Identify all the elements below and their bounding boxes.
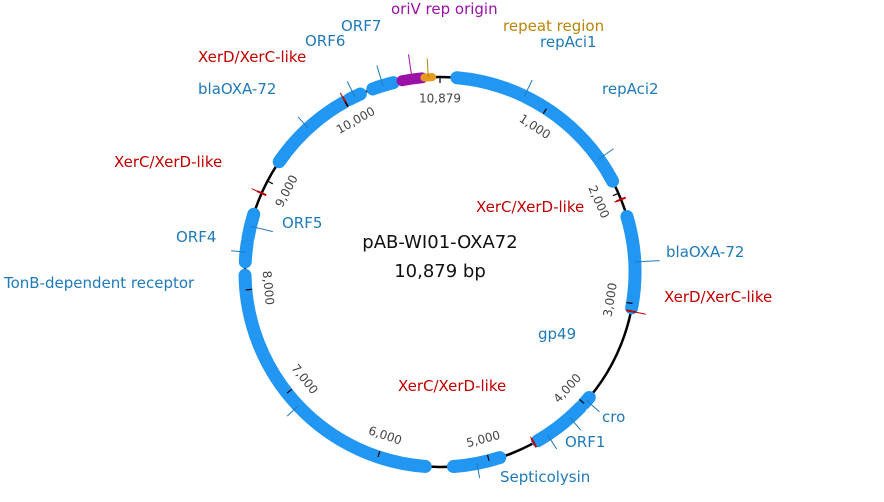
- leader-line-oriv-rep-origin-13: [408, 54, 413, 80]
- feature-label-orf6-11[interactable]: ORF6: [305, 32, 345, 50]
- feature-label-septicolysin-6[interactable]: Septicolysin: [500, 468, 590, 486]
- leader-line-orf4-8: [231, 250, 247, 253]
- tick-mark-5: [377, 451, 381, 458]
- labels-layer: repAci1 repAci2 blaOXA-72 gp49 cro ORF1 Septic…: [3, 0, 772, 486]
- feature-label-orf1-5[interactable]: ORF1: [565, 433, 605, 451]
- tick-label-7: 8,000: [260, 270, 277, 306]
- feature-label-repeat-region-14[interactable]: repeat region: [503, 17, 604, 35]
- feature-arc-blaoxa-72-2[interactable]: [620, 210, 642, 315]
- tick-label-8: 9,000: [272, 173, 300, 210]
- leader-line-repaci1-0: [523, 79, 533, 97]
- tick-mark-9: [344, 101, 349, 108]
- tick-label-5: 6,000: [367, 423, 404, 447]
- feature-arc-orf7-12[interactable]: [366, 76, 400, 96]
- feature-arc-blaoxa-72-10[interactable]: [272, 95, 351, 169]
- site-label-xerd-xerc-like-site-4[interactable]: XerD/XerC-like: [198, 48, 306, 66]
- feature-label-gp49-3[interactable]: gp49: [538, 325, 576, 343]
- feature-label-oriv-rep-origin-13[interactable]: oriV rep origin: [391, 0, 498, 18]
- feature-arc-cro-4[interactable]: [551, 401, 587, 434]
- site-leader-xerd-xerc-like-site-4: [339, 92, 346, 102]
- site-leader-xerc-xerd-like-site-3: [251, 188, 262, 194]
- leader-line-tonb-dependent-receptor-7: [286, 405, 299, 417]
- tick-mark-0: [542, 108, 548, 115]
- leader-line-repaci2-1: [598, 148, 614, 160]
- plasmid-name: pAB-WI01-OXA72: [362, 232, 517, 253]
- leader-line-gp49-3: [586, 400, 600, 413]
- tick-label-4: 5,000: [465, 428, 502, 450]
- feature-arc-septicolysin-6[interactable]: [446, 451, 507, 474]
- feature-label-tonb-dependent-receptor-7[interactable]: TonB-dependent receptor: [3, 274, 195, 292]
- leader-line-septicolysin-6: [476, 463, 481, 479]
- tick-mark-4: [486, 454, 490, 461]
- plasmid-size: 10,879 bp: [394, 261, 486, 282]
- feature-arc-orf6-11[interactable]: [342, 87, 367, 106]
- tick-label-10: 10,879: [419, 92, 461, 106]
- feature-label-cro-4[interactable]: cro: [602, 408, 625, 426]
- leader-line-orf6-11: [346, 81, 356, 97]
- leader-line-orf1-5: [546, 434, 558, 450]
- feature-arc-repaci1-0[interactable]: [450, 71, 588, 144]
- site-label-xerd-xerc-like-site-1[interactable]: XerD/XerC-like: [664, 288, 772, 306]
- site-leader-xerc-xerd-like-site-2: [530, 436, 535, 444]
- leader-line-orf7-12: [376, 65, 384, 86]
- tick-label-2: 3,000: [601, 282, 620, 318]
- tick-mark-8: [267, 180, 274, 185]
- feature-label-orf7-12[interactable]: ORF7: [341, 17, 381, 35]
- site-label-xerc-xerd-like-site-0[interactable]: XerC/XerD-like: [476, 198, 584, 216]
- site-leader-xerc-xerd-like-site-0: [614, 199, 622, 203]
- tick-mark-3: [579, 398, 585, 404]
- feature-arc-orf1-5[interactable]: [531, 421, 564, 448]
- feature-label-repaci2-1[interactable]: repAci2: [602, 80, 659, 98]
- feature-label-blaoxa-72-10[interactable]: blaOXA-72: [198, 80, 276, 98]
- leader-line-blaoxa-72-10: [297, 116, 309, 129]
- feature-label-repaci1-0[interactable]: repAci1: [540, 33, 597, 51]
- feature-label-blaoxa-72-2[interactable]: blaOXA-72: [666, 243, 744, 261]
- site-leader-xerd-xerc-like-site-1: [630, 310, 646, 315]
- feature-arc-orf5-9[interactable]: [241, 207, 261, 245]
- feature-arc-tonb-dependent-receptor-7[interactable]: [238, 268, 432, 473]
- leader-line-blaoxa-72-2: [634, 260, 660, 263]
- leader-line-cro-4: [569, 417, 582, 431]
- tick-label-1: 2,000: [585, 183, 612, 220]
- tick-mark-1: [612, 192, 619, 197]
- leader-line-repeat-region-14: [426, 58, 429, 78]
- feature-arc-repaci2-1[interactable]: [576, 132, 620, 188]
- tick-mark-7: [245, 288, 252, 291]
- site-label-xerc-xerd-like-site-2[interactable]: XerC/XerD-like: [398, 377, 506, 395]
- site-label-xerc-xerd-like-site-3[interactable]: XerC/XerD-like: [114, 153, 222, 171]
- feature-label-orf5-9[interactable]: ORF5: [282, 214, 322, 232]
- feature-label-orf4-8[interactable]: ORF4: [176, 228, 216, 246]
- tick-mark-2: [626, 301, 633, 304]
- leader-line-orf5-9: [250, 225, 273, 233]
- tick-mark-6: [286, 388, 293, 394]
